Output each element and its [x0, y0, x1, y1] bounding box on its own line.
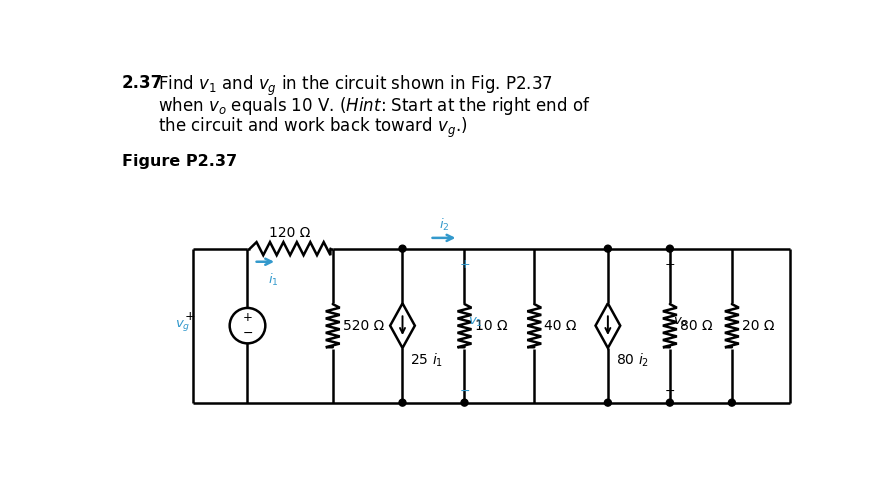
Text: −: −	[664, 385, 674, 398]
Circle shape	[460, 399, 468, 406]
Text: +: +	[242, 312, 252, 324]
Text: 80 $i_2$: 80 $i_2$	[615, 352, 648, 369]
Text: +: +	[664, 258, 674, 271]
Text: 80 Ω: 80 Ω	[679, 318, 712, 332]
Circle shape	[399, 399, 406, 406]
Text: Find $v_1$ and $v_g$ in the circuit shown in Fig. P2.37: Find $v_1$ and $v_g$ in the circuit show…	[158, 74, 552, 98]
Text: +: +	[185, 310, 195, 323]
Circle shape	[666, 245, 672, 252]
Text: $v_g$: $v_g$	[174, 318, 190, 333]
Text: 40 Ω: 40 Ω	[544, 318, 576, 332]
Circle shape	[666, 399, 672, 406]
Circle shape	[603, 399, 611, 406]
Text: $i_1$: $i_1$	[267, 272, 278, 288]
Text: when $v_o$ equals 10 V. ($\mathit{Hint}$: Start at the right end of: when $v_o$ equals 10 V. ($\mathit{Hint}$…	[158, 94, 590, 116]
Circle shape	[399, 245, 406, 252]
Text: +: +	[459, 258, 469, 271]
Text: $i_2$: $i_2$	[438, 217, 449, 233]
Text: 10 Ω: 10 Ω	[474, 318, 507, 332]
Text: $v_o$: $v_o$	[672, 316, 687, 329]
Circle shape	[728, 399, 735, 406]
Text: $v_1$: $v_1$	[467, 316, 482, 329]
Circle shape	[603, 245, 611, 252]
Text: 20 Ω: 20 Ω	[741, 318, 773, 332]
Text: 2.37: 2.37	[122, 74, 163, 92]
Text: 120 Ω: 120 Ω	[269, 226, 310, 240]
Text: the circuit and work back toward $v_g$.): the circuit and work back toward $v_g$.)	[158, 116, 468, 140]
Text: 25 $i_1$: 25 $i_1$	[409, 352, 443, 369]
Text: 520 Ω: 520 Ω	[342, 318, 384, 332]
Text: Figure P2.37: Figure P2.37	[122, 154, 237, 169]
Text: −: −	[459, 385, 469, 398]
Text: −: −	[242, 327, 252, 340]
